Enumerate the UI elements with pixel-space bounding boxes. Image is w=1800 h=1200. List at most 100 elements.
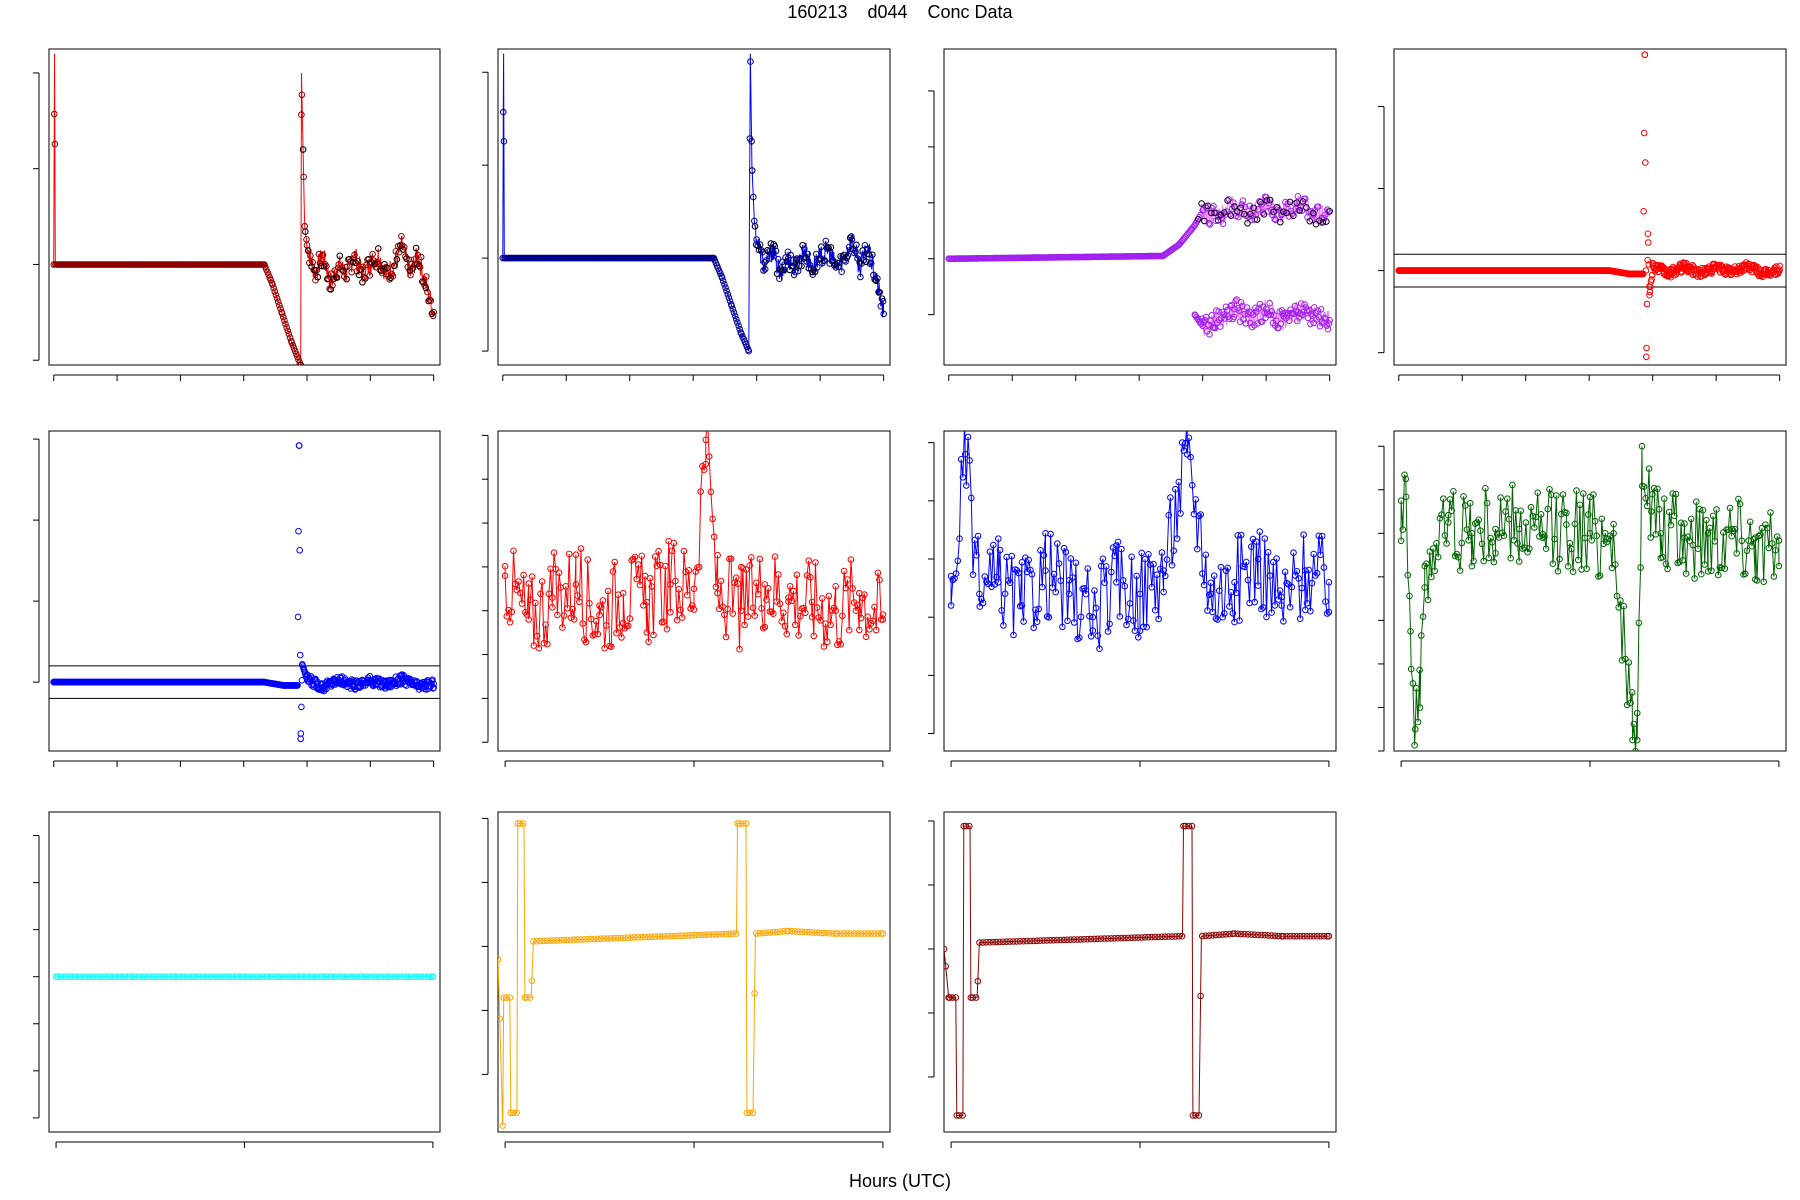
data-point [874,930,882,937]
data-point [98,973,105,981]
data-point [603,622,610,629]
data-point [1109,544,1117,551]
data-point [766,929,774,936]
data-point [115,973,122,981]
data-point [834,930,841,937]
data-point [1580,490,1587,497]
data-point [1040,937,1047,944]
data-point [1070,619,1078,626]
data-point [788,927,796,935]
data-point [702,931,710,939]
data-point [665,932,672,940]
series-line [504,431,884,650]
data-point [597,603,605,611]
data-point [880,310,888,318]
data-point [192,973,199,981]
data-point [969,571,977,579]
filtered-point [809,268,816,276]
filtered-point [780,266,787,273]
data-point [1023,937,1030,945]
filtered-point [324,275,331,283]
data-point [1554,568,1562,575]
data-point [1101,935,1108,942]
data-point [1767,509,1774,516]
data-point [797,612,804,620]
data-point [525,616,533,623]
data-point [617,934,625,942]
data-point [1170,547,1177,555]
data-point [689,602,696,609]
data-point [1047,937,1054,944]
data-point [1305,566,1312,574]
data-point [417,253,425,261]
data-point [838,268,846,276]
data-point [295,527,302,535]
data-point [1531,524,1538,531]
data-point [1434,553,1442,561]
data-point [327,973,334,981]
data-point [246,973,253,981]
data-point [1185,434,1193,442]
data-point [528,977,536,985]
data-point [668,932,676,940]
data-point [990,541,997,549]
data-point [1429,545,1437,552]
data-point [690,585,698,593]
data-point [294,353,301,361]
data-point [71,973,78,981]
data-point [1050,936,1057,944]
data-point [1492,550,1499,557]
filtered-point [1290,212,1297,219]
data-point [542,621,549,629]
filtered-point [355,271,363,279]
filtered-point [878,295,886,302]
filtered-point [1198,200,1205,207]
data-point [1296,615,1304,623]
data-point [1251,931,1258,939]
data-point [1660,495,1668,503]
data-point [1741,570,1749,578]
data-point [805,928,812,936]
data-point [673,616,681,624]
data-point [1015,569,1022,577]
data-point [1209,932,1216,939]
data-point [736,645,743,653]
data-point [879,616,887,623]
data-point [1091,935,1098,943]
data-point [1118,934,1125,942]
data-point [266,973,274,981]
data-point [501,562,509,570]
data-point [1251,322,1258,329]
data-point [1252,304,1259,312]
data-point [1610,530,1617,537]
filtered-point [796,262,803,269]
data-point [850,930,858,937]
data-point [1084,935,1091,943]
data-point [1698,570,1705,578]
data-point [1294,193,1302,200]
data-point [962,419,968,425]
data-point [803,258,810,265]
filtered-point [1323,218,1330,225]
data-point [1325,608,1333,616]
data-point [165,973,173,981]
data-point [423,273,430,280]
data-point [1018,559,1026,566]
data-point [753,236,761,243]
plot-frame [943,430,1337,752]
filtered-point [1231,203,1238,210]
data-point [1216,587,1223,595]
data-point [1055,560,1063,567]
x-axis-title: Hours (UTC) [849,1171,951,1191]
data-point [135,973,142,981]
data-point [1401,471,1408,479]
data-point [320,973,327,981]
data-point [867,930,875,937]
data-point [599,597,607,604]
data-point [1638,442,1646,450]
filtered-point [777,265,784,272]
data-point [1267,311,1274,319]
data-point [756,930,764,937]
plot-frame [48,430,441,752]
data-point [1568,545,1575,553]
